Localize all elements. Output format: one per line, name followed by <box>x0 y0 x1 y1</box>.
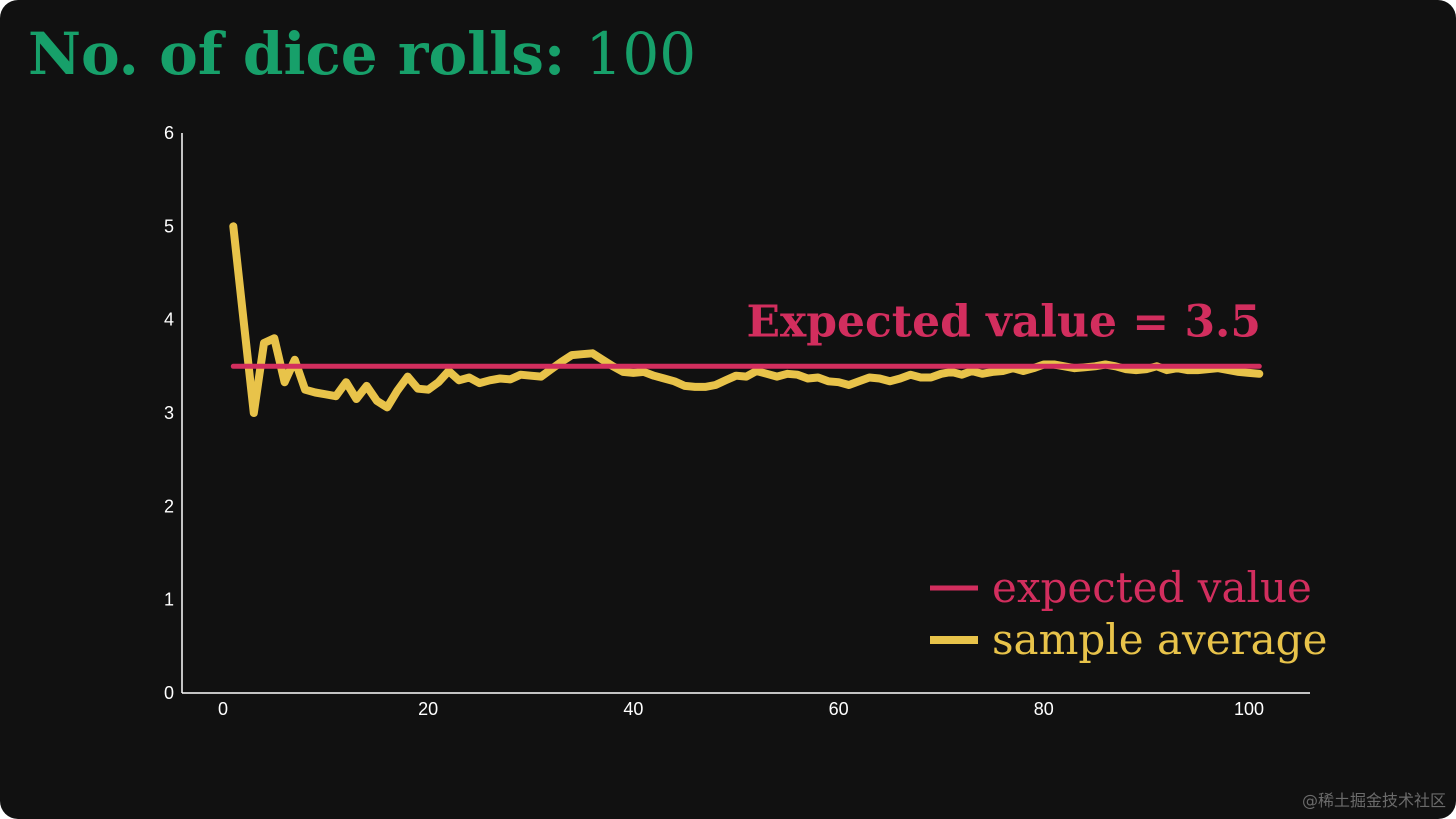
y-tick-label: 2 <box>164 496 174 516</box>
series-layer <box>229 222 1264 417</box>
x-tick-label: 0 <box>218 699 228 719</box>
y-tick-label: 3 <box>164 403 174 423</box>
x-tick-label: 80 <box>1034 699 1054 719</box>
x-tick-label: 60 <box>829 699 849 719</box>
expected-value-annotation: Expected value = 3.5 <box>746 296 1261 347</box>
x-tick-label: 40 <box>623 699 643 719</box>
y-tick-label: 0 <box>164 683 174 703</box>
title-label: No. of dice rolls: <box>28 20 566 88</box>
watermark: @稀土掘金技术社区 <box>1301 791 1446 810</box>
x-tick-label: 20 <box>418 699 438 719</box>
y-tick-label: 5 <box>164 216 174 236</box>
legend-label: sample average <box>992 615 1327 664</box>
x-tick-label: 100 <box>1234 699 1264 719</box>
annotation-layer: Expected value = 3.5 <box>746 296 1261 347</box>
roll-count: 100 <box>585 20 697 88</box>
y-tick-label: 6 <box>164 123 174 143</box>
y-tick-label: 1 <box>164 590 174 610</box>
y-tick-label: 4 <box>164 310 174 330</box>
chart-title: No. of dice rolls: 100 <box>28 18 696 90</box>
legend-label: expected value <box>992 563 1312 612</box>
